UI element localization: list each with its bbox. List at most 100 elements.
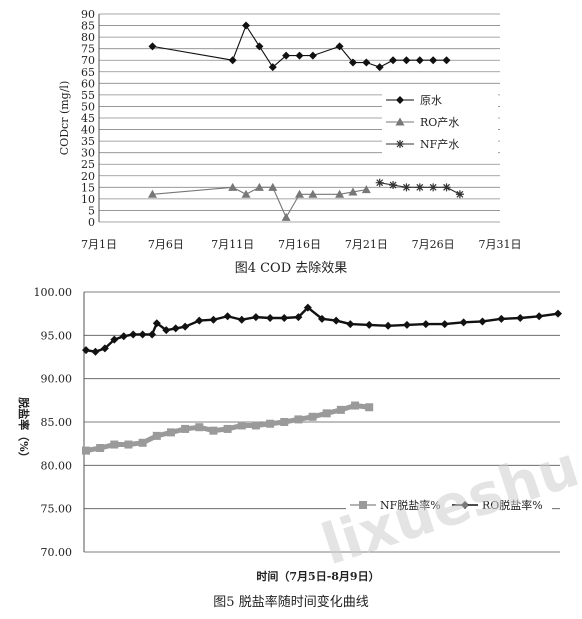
desal-data-point: [129, 330, 138, 339]
cod-legend-marker: [396, 140, 404, 148]
cod-x-tick-labels: 7月1日 7月6日 7月11日 7月16日 7月21日 7月26日 7月31日: [81, 238, 522, 251]
cod-data-point: [389, 56, 398, 65]
cod-data-point: [268, 182, 278, 191]
cod-data-point: [308, 51, 317, 60]
cod-data-point: [362, 58, 371, 67]
cod-data-point: [335, 42, 344, 51]
desal-data-point: [237, 421, 246, 430]
cod-data-point: [268, 63, 277, 72]
desal-data-point: [322, 409, 331, 418]
desal-data-point: [82, 346, 90, 355]
desal-y-tick-label: 90.00: [41, 373, 73, 386]
cod-x-tick-label: 7月16日: [278, 238, 321, 251]
cod-series: [147, 21, 464, 221]
desal-data-point: [440, 320, 449, 329]
cod-data-point: [455, 190, 464, 199]
cod-y-tick-label: 10: [81, 193, 95, 206]
cod-legend-label: 原水: [420, 94, 442, 107]
cod-data-point: [389, 181, 398, 190]
desal-series-line: [85, 306, 559, 353]
desal-data-point: [336, 405, 345, 414]
cod-data-point: [402, 56, 411, 65]
desal-legend-marker: [461, 501, 469, 509]
desal-data-point: [195, 423, 204, 432]
cod-series-line: [152, 24, 447, 68]
cod-y-tick-label: 20: [81, 170, 95, 183]
desal-data-point: [497, 314, 506, 323]
cod-data-point: [429, 56, 438, 65]
desal-data-point: [308, 412, 317, 421]
cod-y-tick-label: 55: [81, 89, 95, 102]
desal-data-point: [162, 326, 171, 335]
cod-data-point: [415, 56, 424, 65]
cod-y-tick-label: 60: [81, 77, 95, 90]
cod-legend-marker: [395, 117, 405, 126]
watermark: lixueshu: [314, 434, 582, 578]
cod-data-point: [295, 189, 304, 198]
desal-data-point: [421, 320, 430, 329]
cod-y-tick-label: 75: [81, 43, 95, 56]
desal-data-point: [152, 431, 161, 440]
desal-y-axis-label: 脱盐率（%）: [17, 397, 31, 462]
desal-data-point: [351, 401, 360, 410]
desal-y-tick-label: 100.00: [34, 286, 73, 299]
desal-series-1: [82, 303, 562, 356]
desal-data-point: [138, 330, 147, 339]
desal-y-tick-label: 70.00: [41, 546, 73, 559]
cod-data-point: [361, 185, 371, 194]
desal-data-point: [251, 421, 260, 430]
desal-data-point: [152, 319, 161, 328]
desal-data-point: [266, 314, 275, 322]
desal-data-point: [181, 322, 190, 331]
desal-data-point: [138, 438, 147, 447]
cod-y-tick-label: 0: [88, 216, 95, 229]
desalination-chart: 70.00 75.00 80.00 85.00 90.00 95.00 100.00 脱盐率…: [17, 286, 562, 610]
desal-data-point: [280, 418, 289, 426]
desal-y-tick-label: 75.00: [41, 503, 73, 516]
cod-y-tick-label: 5: [88, 204, 95, 217]
cod-y-tick-label: 25: [81, 158, 95, 171]
desal-legend: NF脱盐率% RO脱盐率%: [346, 494, 552, 516]
desal-data-point: [195, 316, 204, 325]
desal-data-point: [294, 415, 303, 424]
cod-data-point: [241, 189, 251, 198]
desal-legend-box: [346, 494, 552, 516]
desal-y-tick-label: 80.00: [41, 459, 73, 472]
cod-y-tick-label: 85: [81, 20, 95, 33]
cod-legend: 原水 RO产水 NF产水: [382, 88, 498, 156]
cod-y-tick-label: 30: [81, 147, 95, 160]
cod-x-tick-label: 7月26日: [412, 238, 455, 251]
desal-data-point: [478, 317, 487, 326]
cod-data-point: [348, 58, 357, 67]
desal-series: [82, 303, 562, 455]
cod-y-tick-label: 40: [81, 124, 95, 137]
desal-data-point: [119, 332, 128, 341]
desal-data-point: [384, 321, 393, 330]
cod-y-tick-label: 50: [81, 100, 95, 113]
desal-data-point: [459, 318, 468, 327]
cod-x-tick-label: 7月21日: [345, 238, 388, 251]
desal-data-point: [110, 335, 119, 344]
cod-series-line: [152, 186, 367, 219]
cod-data-point: [415, 183, 424, 192]
desal-y-tick-labels: 70.00 75.00 80.00 85.00 90.00 95.00 100.00: [34, 286, 73, 559]
cod-y-tick-label: 65: [81, 66, 95, 79]
desal-figure-caption: 图5 脱盐率随时间变化曲线: [213, 594, 368, 610]
desal-data-point: [332, 316, 341, 325]
cod-x-tick-label: 7月1日: [81, 238, 117, 251]
desal-data-point: [223, 312, 232, 321]
desal-data-point: [124, 440, 133, 449]
cod-legend-label: RO产水: [420, 115, 459, 129]
cod-data-point: [442, 56, 451, 65]
desal-data-point: [516, 314, 525, 322]
cod-series-1: [147, 182, 371, 221]
cod-data-point: [242, 21, 251, 30]
desal-data-point: [303, 303, 312, 312]
desal-data-point: [318, 314, 326, 323]
desal-data-point: [251, 313, 260, 322]
cod-data-point: [375, 63, 384, 72]
cod-legend-label: NF产水: [420, 137, 459, 151]
desal-data-point: [181, 424, 190, 433]
